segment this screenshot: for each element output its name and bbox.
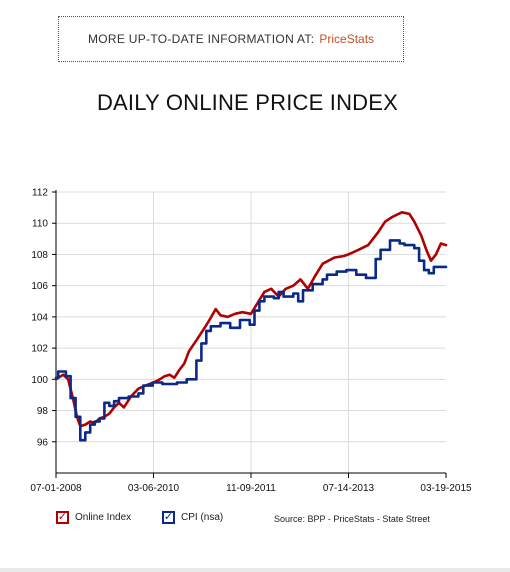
banner-text: MORE UP-TO-DATE INFORMATION AT:	[87, 32, 315, 46]
y-tick-label: 100	[31, 375, 48, 386]
y-tick-label: 102	[31, 344, 48, 355]
pricestats-link[interactable]: PriceStats	[319, 32, 375, 46]
x-tick-label: 03-06-2010	[128, 483, 180, 494]
checkmark-icon: ✓	[163, 511, 174, 523]
series-line-cpi	[54, 239, 448, 442]
series-line-online-index	[54, 211, 448, 428]
x-tick-label: 07-01-2008	[30, 483, 82, 494]
y-tick-label: 112	[32, 188, 48, 199]
y-tick-label: 110	[32, 219, 48, 230]
legend-label-cpi: CPI (nsa)	[181, 512, 224, 523]
line-chart: 96 98 100 102 104 106 108 110 112 07-01-2008 03-06…	[30, 188, 472, 495]
y-tick-label: 106	[31, 281, 48, 292]
source-note: Source: BPP - PriceStats - State Street	[274, 514, 430, 524]
bottom-scrollbar-track	[0, 568, 510, 572]
x-tick-label: 03-19-2015	[420, 483, 472, 494]
x-tick-label: 11-09-2011	[226, 483, 276, 494]
checkmark-icon: ✓	[57, 511, 68, 523]
chart-title: DAILY ONLINE PRICE INDEX	[96, 90, 399, 115]
legend-item-online-index[interactable]: ✓ Online Index	[56, 511, 131, 524]
legend-item-cpi[interactable]: ✓ CPI (nsa)	[162, 511, 223, 524]
checkbox-online-index-icon[interactable]: ✓	[56, 511, 69, 524]
x-tick-label: 07-14-2013	[323, 483, 375, 494]
y-tick-label: 96	[37, 437, 49, 448]
legend-label-online-index: Online Index	[75, 512, 132, 523]
info-banner: MORE UP-TO-DATE INFORMATION AT: PriceSta…	[58, 16, 404, 62]
y-tick-label: 98	[37, 406, 49, 417]
y-tick-label: 108	[31, 250, 48, 261]
y-tick-label: 104	[31, 312, 48, 323]
checkbox-cpi-icon[interactable]: ✓	[162, 511, 175, 524]
